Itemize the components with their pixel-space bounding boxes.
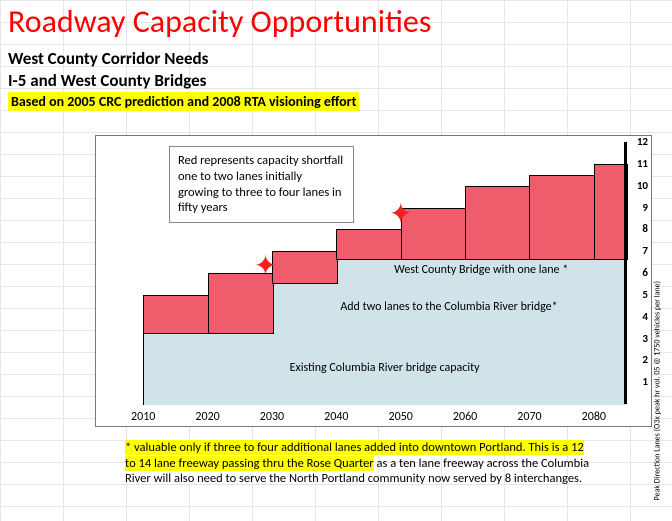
star-icon: ✦ xyxy=(389,200,412,228)
shortfall-bar xyxy=(594,164,628,260)
x-tick-label: 2080 xyxy=(582,410,606,424)
y-tick-label: 4 xyxy=(630,311,648,322)
shortfall-bar xyxy=(465,186,531,260)
chart-right-edge xyxy=(624,142,627,404)
y-tick-label: 12 xyxy=(630,136,648,147)
x-tick-label: 2010 xyxy=(131,410,155,424)
x-tick-label: 2070 xyxy=(517,410,541,424)
chart-plot-area: Existing Columbia River bridge capacity A… xyxy=(111,142,626,404)
y-tick-label: 7 xyxy=(630,245,648,256)
shortfall-bar xyxy=(529,175,595,260)
x-tick-label: 2020 xyxy=(195,410,219,424)
chart-y-axis: 123456789101112 xyxy=(630,142,648,404)
capacity-chart: Existing Columbia River bridge capacity A… xyxy=(95,135,652,427)
footnote: * valuable only if three to four additio… xyxy=(125,440,597,487)
shortfall-bar xyxy=(336,229,402,259)
y-tick-label: 10 xyxy=(630,180,648,191)
x-tick-label: 2050 xyxy=(389,410,413,424)
y-tick-label: 3 xyxy=(630,333,648,344)
page-title: Roadway Capacity Opportunities xyxy=(8,2,431,41)
y-tick-label: 6 xyxy=(630,267,648,278)
spreadsheet-sheet: Roadway Capacity Opportunities West Coun… xyxy=(0,0,672,521)
basis-note: Based on 2005 CRC prediction and 2008 RT… xyxy=(8,92,359,111)
y-tick-label: 2 xyxy=(630,354,648,365)
shortfall-bar xyxy=(272,251,338,284)
y-tick-label: 9 xyxy=(630,202,648,213)
x-tick-label: 2030 xyxy=(260,410,284,424)
capacity-band-label: Existing Columbia River bridge capacity xyxy=(290,361,480,375)
chart-y-axis-label: Peak Direction Lanes (O3x peak hr vol. 0… xyxy=(652,281,662,500)
shortfall-annotation: Red represents capacity shortfall one to… xyxy=(169,146,354,223)
subtitle-bridges: I-5 and West County Bridges xyxy=(8,70,206,91)
subtitle-corridor: West County Corridor Needs xyxy=(8,48,208,69)
chart-x-axis: 2010 2020 2030 2040 2050 2060 2070 2080 xyxy=(111,406,626,424)
y-tick-label: 1 xyxy=(630,376,648,387)
star-icon: ✦ xyxy=(254,252,277,280)
x-tick-label: 2060 xyxy=(453,410,477,424)
y-tick-label: 5 xyxy=(630,289,648,300)
shortfall-bar xyxy=(143,295,209,334)
capacity-band-label: Add two lanes to the Columbia River brid… xyxy=(340,300,557,314)
y-tick-label: 8 xyxy=(630,223,648,234)
capacity-band-label: West County Bridge with one lane * xyxy=(394,263,568,277)
y-tick-label: 11 xyxy=(630,158,648,169)
x-tick-label: 2040 xyxy=(324,410,348,424)
